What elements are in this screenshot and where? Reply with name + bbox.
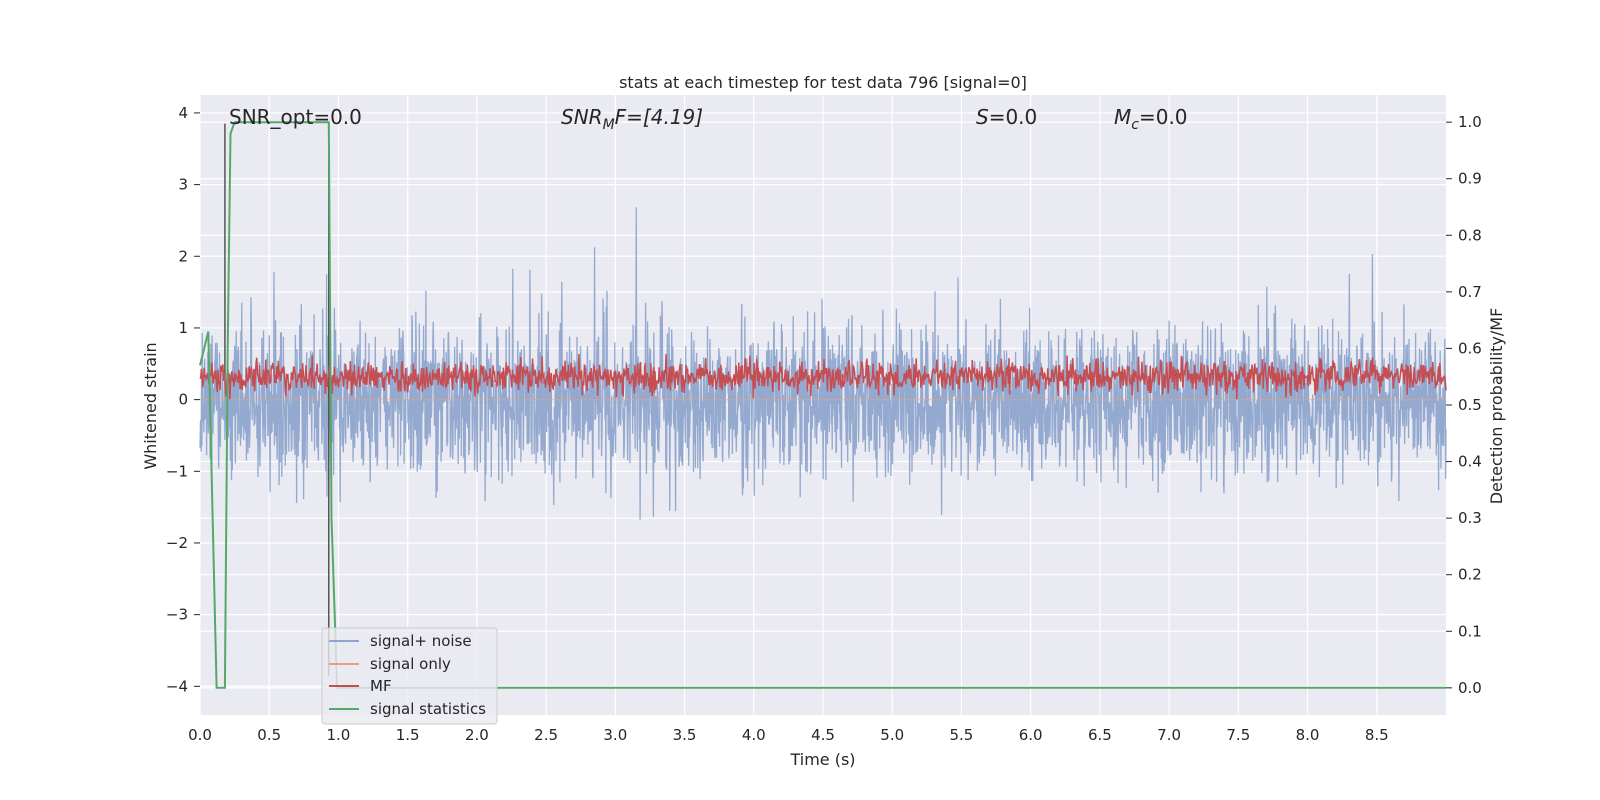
snr-mf-annotation: SNRMF=[4.19] [561,105,703,133]
x-tick-label: 1.0 [327,726,351,744]
y2-tick-label: 0.2 [1458,566,1482,584]
legend: signal+ noise signal only MF signal stat… [321,627,498,725]
snr-mf-main: SNR [561,105,603,129]
y-axis-label: Whitened strain [141,342,160,469]
y-tick-label: −1 [166,462,188,480]
s-annotation: S=0.0 [976,105,1037,129]
x-tick-label: 3.5 [673,726,697,744]
y-tick-label: −3 [166,606,188,624]
y2-tick-label: 0.4 [1458,453,1482,471]
legend-label-signal-statistics: signal statistics [370,700,486,718]
x-tick-label: 1.5 [396,726,420,744]
series-layer [199,121,1447,689]
x-axis-label: Time (s) [789,750,855,769]
annotations: SNR_opt=0.0 SNRMF=[4.19] S=0.0 Mc=0.0 [229,105,1188,133]
y-tick-label: −4 [166,677,188,695]
legend-box [321,627,498,725]
y2-tick-label: 0.3 [1458,509,1482,527]
axis-ticks: 0.0 0.5 1.0 1.5 2.0 2.5 3.0 3.5 4.0 4.5 5.0 5.5 6.0 6… [166,104,1482,744]
y2-tick-label: 0.1 [1458,622,1482,640]
x-tick-label: 2.0 [465,726,489,744]
y2-axis-label: Detection probability/MF [1487,308,1506,505]
mc-sub: c [1131,117,1139,133]
mc-annotation: Mc=0.0 [1114,105,1188,133]
x-tick-label: 0.0 [188,726,212,744]
y-tick-label: 4 [178,104,188,122]
x-tick-label: 7.0 [1157,726,1181,744]
x-tick-label: 5.5 [950,726,974,744]
y-tick-label: 0 [178,391,188,409]
x-tick-label: 4.5 [811,726,835,744]
y2-tick-label: 0.5 [1458,396,1482,414]
x-tick-label: 2.5 [534,726,558,744]
x-tick-label: 3.0 [603,726,627,744]
y2-tick-label: 0.0 [1458,679,1482,697]
x-tick-label: 5.0 [880,726,904,744]
s-rest: =0.0 [989,105,1038,129]
mf-line [199,353,1447,400]
y2-tick-label: 0.7 [1458,283,1482,301]
legend-label-mf: MF [370,677,392,695]
x-tick-label: 6.5 [1088,726,1112,744]
snr-mf-rest: F=[4.19] [615,105,703,129]
x-tick-label: 7.5 [1226,726,1250,744]
mc-rest: =0.0 [1139,105,1188,129]
legend-label-signal-noise: signal+ noise [370,632,472,650]
legend-label-signal-only: signal only [370,655,451,673]
y2-tick-label: 0.9 [1458,170,1482,188]
y2-tick-label: 0.6 [1458,339,1482,357]
x-tick-label: 8.0 [1296,726,1320,744]
s-main: S [976,105,989,129]
y2-tick-label: 1.0 [1458,113,1482,131]
x-tick-label: 4.0 [742,726,766,744]
x-tick-label: 0.5 [257,726,281,744]
y-tick-label: −2 [166,534,188,552]
y-tick-label: 3 [178,176,188,194]
signal-noise-line [199,207,1447,520]
signal-statistics-line [199,121,1446,689]
x-tick-label: 6.0 [1019,726,1043,744]
y-tick-label: 2 [178,247,188,265]
mc-main: M [1114,105,1131,129]
snr-opt-annotation: SNR_opt=0.0 [229,105,362,129]
y2-tick-label: 0.8 [1458,226,1482,244]
x-tick-label: 8.5 [1365,726,1389,744]
chart-title: stats at each timestep for test data 796… [619,73,1027,92]
y-tick-label: 1 [178,319,188,337]
snr-mf-sub: M [603,117,615,133]
